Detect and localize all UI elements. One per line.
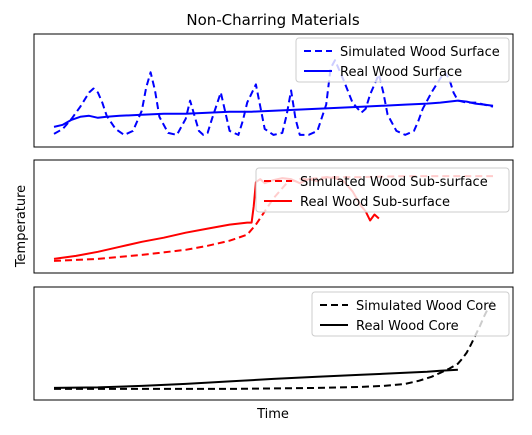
panel-sub-surface: Simulated Wood Sub-surface Real Wood Sub-… [33, 159, 514, 274]
legend: Simulated Wood Core Real Wood Core [311, 291, 510, 337]
legend: Simulated Wood Surface Real Wood Surface [295, 37, 510, 83]
panel-frame [33, 159, 514, 274]
series-line-real [53, 368, 458, 389]
legend-box [295, 37, 510, 83]
legend-label: Real Wood Surface [340, 65, 462, 80]
legend-label: Real Wood Core [356, 319, 459, 334]
legend-box [311, 291, 510, 337]
panel-surface: Simulated Wood Surface Real Wood Surface [33, 33, 514, 148]
y-axis-label: Temperature [14, 185, 29, 268]
legend-box [255, 167, 510, 213]
panel-core: Simulated Wood Core Real Wood Core [33, 286, 514, 401]
legend-label: Simulated Wood Sub-surface [300, 175, 488, 190]
panel-frame [33, 33, 514, 148]
series-line-real [53, 99, 494, 128]
x-axis-label: Time [256, 407, 289, 422]
series-line-simulated [53, 59, 494, 136]
legend-label: Simulated Wood Core [356, 299, 496, 314]
figure-title: Non-Charring Materials [186, 11, 359, 29]
legend-label: Real Wood Sub-surface [300, 195, 450, 210]
legend: Simulated Wood Sub-surface Real Wood Sub-… [255, 167, 510, 213]
panel-frame [33, 286, 514, 401]
legend-label: Simulated Wood Surface [340, 45, 500, 60]
